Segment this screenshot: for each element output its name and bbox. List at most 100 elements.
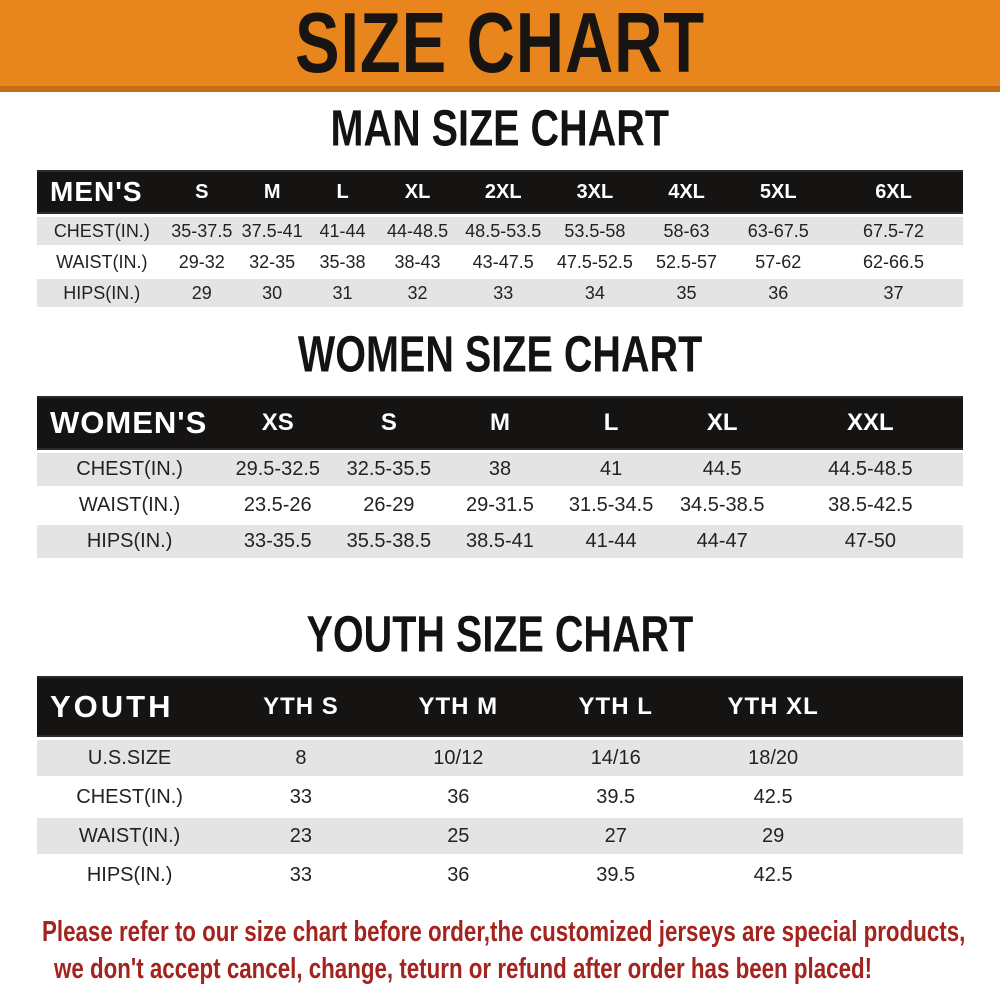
size-column-header: XL	[377, 170, 458, 214]
size-value-cell: 38.5-41	[466, 530, 534, 552]
women-size-section: WOMEN SIZE CHART WOMEN'S XS S M L XL XXL CHEST(…	[37, 325, 963, 561]
size-column-header: XXL	[777, 396, 963, 450]
size-value-cell: 18/20	[748, 746, 799, 769]
size-column-header: 5XL	[732, 170, 825, 214]
size-value-cell: 33	[289, 863, 313, 886]
size-value-cell: 48.5-53.5	[465, 220, 542, 241]
size-value-cell: 62-66.5	[863, 251, 925, 272]
measurement-row: U.S.SIZE 8 10/12 14/16 18/20	[37, 740, 963, 776]
measurement-row: HIPS(IN.) 29 30 31 32 33 34 35 36 37	[37, 279, 963, 307]
size-value-cell: 44-47	[696, 530, 748, 552]
size-value-cell: 14/16	[590, 746, 641, 769]
size-value-cell: 35-37.5	[171, 220, 233, 241]
header-spacer-cell	[851, 676, 963, 737]
size-column-header: YTH S	[222, 676, 380, 737]
size-value-cell: 41-44	[585, 530, 637, 552]
size-column-header: S	[333, 396, 445, 450]
row-label: CHEST(IN.)	[76, 458, 183, 480]
size-value-cell: 34.5-38.5	[679, 494, 765, 516]
size-column-header: 4XL	[640, 170, 733, 214]
size-value-cell: 29-31.5	[466, 494, 534, 516]
size-value-cell: 31	[332, 282, 353, 303]
size-value-cell: 38.5-42.5	[828, 494, 913, 516]
size-column-header: S	[166, 170, 237, 214]
size-column-header: M	[237, 170, 308, 214]
size-value-cell: 52.5-57	[656, 251, 718, 272]
size-value-cell: 34	[584, 282, 605, 303]
row-spacer-cell	[852, 818, 963, 854]
size-table-header-row: YOUTH YTH S YTH M YTH L YTH XL	[37, 676, 963, 737]
disclaimer-line-1: Please refer to our size chart before or…	[42, 916, 966, 948]
size-column-header: YTH M	[379, 676, 538, 737]
size-value-cell: 37	[883, 282, 904, 303]
size-value-cell: 39.5	[596, 785, 636, 808]
size-chart-banner: SIZE CHART	[0, 0, 1000, 92]
measurement-row: CHEST(IN.) 35-37.5 37.5-41 41-44 44-48.5 48.5…	[37, 217, 963, 245]
size-value-cell: 36	[768, 282, 789, 303]
women-section-title: WOMEN SIZE CHART	[297, 325, 703, 383]
size-column-header: M	[444, 396, 556, 450]
size-value-cell: 33	[493, 282, 514, 303]
measurement-row: CHEST(IN.) 33 36 39.5 42.5	[37, 779, 963, 815]
size-value-cell: 27	[604, 824, 627, 847]
size-column-header: 3XL	[549, 170, 641, 214]
size-column-header: L	[555, 396, 667, 450]
size-value-cell: 58-63	[663, 220, 710, 241]
size-value-cell: 32-35	[249, 251, 296, 272]
size-value-cell: 29-32	[178, 251, 225, 272]
size-group-label: MEN'S	[37, 170, 167, 214]
size-value-cell: 41	[599, 458, 623, 480]
size-value-cell: 37.5-41	[241, 220, 303, 241]
size-value-cell: 57-62	[755, 251, 802, 272]
size-value-cell: 32.5-35.5	[346, 458, 432, 480]
measurement-row: CHEST(IN.) 29.5-32.5 32.5-35.5 38 41 44.5 44.5…	[37, 453, 963, 486]
size-value-cell: 42.5	[753, 863, 793, 886]
row-label: WAIST(IN.)	[78, 494, 181, 516]
row-spacer-cell	[852, 779, 963, 815]
page-title: SIZE CHART	[294, 0, 706, 91]
size-value-cell: 30	[262, 282, 283, 303]
row-label: CHEST(IN.)	[76, 785, 183, 808]
size-table-header-row: WOMEN'S XS S M L XL XXL	[37, 396, 963, 450]
row-label: HIPS(IN.)	[86, 530, 173, 552]
row-spacer-cell	[852, 857, 963, 893]
measurement-row: HIPS(IN.) 33 36 39.5 42.5	[37, 857, 963, 893]
size-value-cell: 47.5-52.5	[556, 251, 633, 272]
size-value-cell: 63-67.5	[747, 220, 809, 241]
size-column-header: XL	[666, 396, 778, 450]
size-value-cell: 33	[289, 785, 313, 808]
youth-section-title: YOUTH SIZE CHART	[306, 605, 694, 663]
size-value-cell: 67.5-72	[863, 220, 925, 241]
size-value-cell: 44.5-48.5	[828, 458, 913, 480]
size-column-header: YTH L	[537, 676, 695, 737]
size-value-cell: 41-44	[319, 220, 366, 241]
measurement-row: WAIST(IN.) 29-32 32-35 35-38 38-43 43-47.5 47.…	[37, 248, 963, 276]
size-group-label: YOUTH	[37, 676, 223, 737]
size-value-cell: 8	[295, 746, 307, 769]
size-value-cell: 53.5-58	[564, 220, 626, 241]
order-disclaimer: Please refer to our size chart before or…	[42, 914, 992, 988]
size-value-cell: 36	[447, 863, 470, 886]
size-value-cell: 23	[289, 824, 313, 847]
size-value-cell: 43-47.5	[472, 251, 534, 272]
men-section-title: MAN SIZE CHART	[330, 99, 670, 157]
disclaimer-line-2: we don't accept cancel, change, teturn o…	[54, 953, 873, 985]
row-label: CHEST(IN.)	[53, 220, 150, 241]
men-size-section: MAN SIZE CHART MEN'S S M L XL 2XL 3XL 4XL 5XL 6XL…	[37, 99, 963, 310]
size-value-cell: 31.5-34.5	[568, 494, 654, 516]
size-value-cell: 42.5	[753, 785, 793, 808]
row-label: WAIST(IN.)	[78, 824, 181, 847]
row-label: U.S.SIZE	[87, 746, 172, 769]
size-value-cell: 29	[191, 282, 212, 303]
size-value-cell: 47-50	[844, 530, 896, 552]
size-column-header: 6XL	[824, 170, 963, 214]
size-value-cell: 35.5-38.5	[346, 530, 432, 552]
size-value-cell: 38	[488, 458, 512, 480]
men-size-table: MEN'S S M L XL 2XL 3XL 4XL 5XL 6XL CHEST(IN.) 35-37…	[37, 167, 963, 310]
size-value-cell: 35-38	[319, 251, 366, 272]
size-value-cell: 10/12	[433, 746, 484, 769]
size-value-cell: 32	[407, 282, 428, 303]
size-value-cell: 39.5	[596, 863, 636, 886]
size-value-cell: 35	[676, 282, 697, 303]
size-value-cell: 44-48.5	[387, 220, 449, 241]
